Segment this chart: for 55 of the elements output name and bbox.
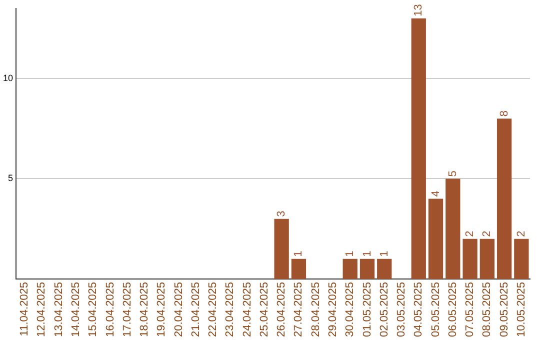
x-tick-label: 07.05.2025 <box>464 282 476 338</box>
x-tick-label: 14.04.2025 <box>70 282 82 338</box>
data-label: 5 <box>446 170 459 177</box>
x-tick-label: 09.05.2025 <box>498 282 510 338</box>
bar <box>377 258 392 279</box>
x-tick-label: 06.05.2025 <box>446 282 459 338</box>
y-tick-label: 10 <box>2 73 14 84</box>
x-tick-label: 03.05.2025 <box>396 282 408 338</box>
bar <box>462 238 478 279</box>
x-tick-label: 29.04.2025 <box>327 282 339 338</box>
x-tick-label: 11.04.2025 <box>18 282 31 336</box>
data-label: 1 <box>361 250 374 257</box>
x-tick-label: 12.04.2025 <box>36 282 48 338</box>
bar <box>446 178 460 279</box>
x-tick-label: 21.04.2025 <box>190 282 202 338</box>
x-tick-label: 27.04.2025 <box>292 282 305 338</box>
data-label: 2 <box>515 230 528 237</box>
x-tick-label: 17.04.2025 <box>121 282 134 338</box>
data-label: 2 <box>464 230 476 237</box>
data-label: 2 <box>481 230 494 237</box>
x-tick-label: 16.04.2025 <box>104 282 116 338</box>
bar <box>496 118 512 279</box>
x-tick-label: 28.04.2025 <box>310 282 322 338</box>
data-label: 1 <box>378 250 390 257</box>
bar <box>360 258 375 279</box>
x-tick-label: 19.04.2025 <box>156 282 168 338</box>
x-tick-label: 08.05.2025 <box>481 282 494 338</box>
bar <box>480 238 494 279</box>
bar <box>411 18 426 279</box>
bar <box>274 218 289 279</box>
x-tick-label: 30.04.2025 <box>344 282 356 338</box>
data-label: 13 <box>412 4 425 16</box>
x-tick-label: 18.04.2025 <box>138 282 151 338</box>
data-label: 4 <box>430 190 442 197</box>
bar <box>342 258 358 279</box>
x-tick-label: 13.04.2025 <box>52 282 65 338</box>
data-label: 1 <box>344 250 356 257</box>
x-tick-label: 05.05.2025 <box>430 282 442 338</box>
data-label: 8 <box>498 110 510 117</box>
x-tick-label: 25.04.2025 <box>258 282 270 338</box>
bar <box>514 238 529 279</box>
x-tick-label: 04.05.2025 <box>412 282 425 338</box>
data-label: 1 <box>292 250 305 257</box>
x-tick-label: 10.05.2025 <box>515 282 528 338</box>
bar <box>291 258 306 279</box>
data-label: 3 <box>276 210 288 217</box>
x-tick-label: 24.04.2025 <box>241 282 254 338</box>
x-tick-label: 20.04.2025 <box>172 282 185 338</box>
x-tick-label: 26.04.2025 <box>276 282 288 338</box>
bar <box>428 198 444 279</box>
x-tick-label: 22.04.2025 <box>207 282 220 338</box>
x-tick-label: 23.04.2025 <box>224 282 236 338</box>
x-tick-label: 02.05.2025 <box>378 282 390 338</box>
x-tick-label: 01.05.2025 <box>361 282 374 338</box>
x-tick-label: 15.04.2025 <box>87 282 100 338</box>
